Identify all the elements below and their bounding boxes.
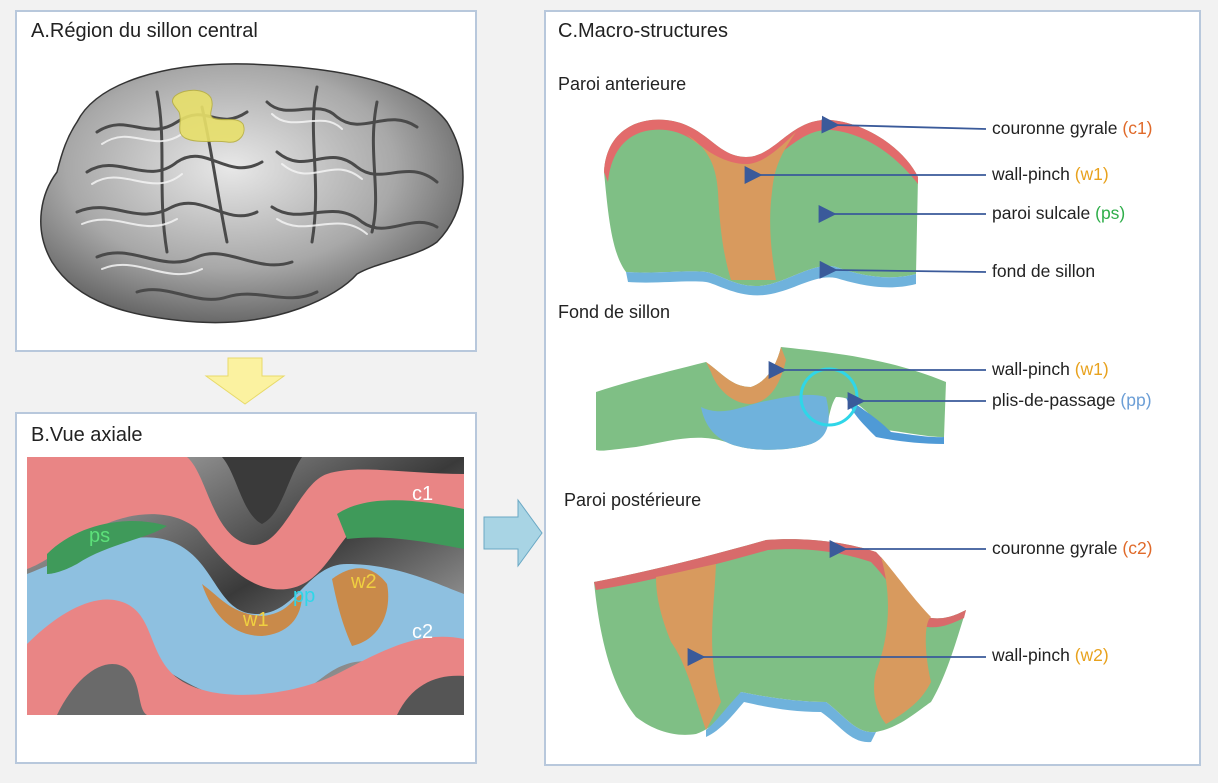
posterior-wall-mesh — [594, 539, 966, 743]
section-posterior-title: Paroi postérieure — [564, 490, 702, 510]
section-fundus-title: Fond de sillon — [558, 302, 671, 322]
panel-b-title: B.Vue axiale — [31, 424, 143, 446]
panel-b: B.Vue axiale — [15, 412, 477, 764]
brain-shape — [40, 63, 464, 324]
label-wall-pinch-w1-fundus: wall-pinch (w1) — [992, 359, 1109, 379]
label-wall-pinch-w1: wall-pinch (w1) — [992, 164, 1109, 184]
label-couronne-gyrale-c2: couronne gyrale (c2) — [992, 538, 1153, 558]
label-paroi-sulcale-ps: paroi sulcale (ps) — [992, 203, 1126, 223]
label-couronne-gyrale-c1: couronne gyrale (c1) — [992, 118, 1153, 138]
arrow-fundus — [819, 260, 987, 279]
label-plis-de-passage-pp: plis-de-passage (pp) — [992, 390, 1152, 410]
label-ps: ps — [89, 525, 110, 547]
central-sulcus-highlight — [172, 89, 245, 143]
label-wall-pinch-w2: wall-pinch (w2) — [992, 645, 1109, 665]
axial-view: ps pp w1 w2 c1 c2 — [27, 457, 464, 715]
fundus-mesh — [596, 347, 946, 451]
label-c2: c2 — [412, 621, 433, 643]
panel-a: A.Région du sillon central — [15, 10, 477, 352]
macro-structures-illustration — [594, 115, 987, 743]
arrow-c1 — [821, 115, 987, 134]
anterior-wall-mesh — [604, 119, 918, 296]
panel-a-title: A.Région du sillon central — [31, 20, 258, 42]
panel-c-title: C.Macro-structures — [558, 20, 729, 42]
brain-illustration — [40, 63, 464, 324]
section-anterior-title: Paroi anterieure — [558, 74, 687, 94]
label-w1: w1 — [242, 609, 269, 631]
label-c1: c1 — [412, 483, 433, 505]
label-pp: pp — [293, 585, 315, 607]
label-fond-de-sillon: fond de sillon — [992, 261, 1096, 281]
panel-c: C.Macro-structures Paroi anterieure Fond… — [544, 10, 1201, 766]
label-w2: w2 — [350, 571, 377, 593]
